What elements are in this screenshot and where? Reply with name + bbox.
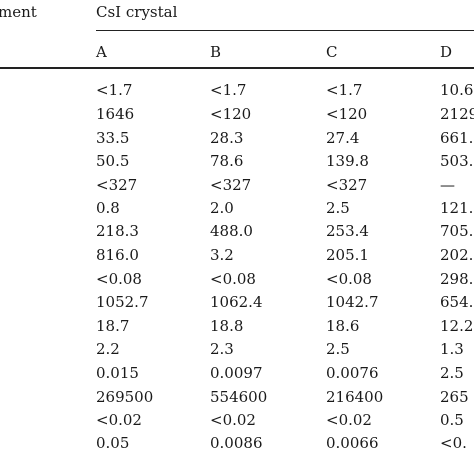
cell-b: 0.0086 [210, 434, 263, 452]
cell-b: 28.3 [210, 129, 244, 147]
cell-d: — [440, 176, 455, 194]
column-header-d: D [440, 43, 453, 61]
cell-a: 1646 [96, 105, 135, 123]
cell-c: 139.8 [326, 152, 369, 170]
cell-d: 654. [440, 293, 474, 311]
cell-d: 1.3 [440, 340, 464, 358]
cell-a: 18.7 [96, 317, 130, 335]
group-header-rule [96, 30, 474, 31]
cell-a: 816.0 [96, 246, 139, 264]
cell-c: 18.6 [326, 317, 360, 335]
cell-a: <0.02 [96, 411, 142, 429]
cell-d: 12.2 [440, 317, 474, 335]
stub-column-header: ment [0, 3, 37, 21]
cell-d: 265 [440, 388, 469, 406]
cell-d: 705. [440, 222, 474, 240]
cell-d: 0.5 [440, 411, 464, 429]
cell-b: 3.2 [210, 246, 234, 264]
cell-c: 27.4 [326, 129, 360, 147]
cell-b: 78.6 [210, 152, 244, 170]
cell-a: 0.05 [96, 434, 130, 452]
cell-c: 2.5 [326, 199, 350, 217]
cell-a: <327 [96, 176, 138, 194]
cell-a: 218.3 [96, 222, 139, 240]
cell-a: 0.015 [96, 364, 139, 382]
header-bottom-rule [0, 67, 474, 69]
cell-a: 1052.7 [96, 293, 149, 311]
cell-a: 269500 [96, 388, 154, 406]
cell-a: 2.2 [96, 340, 120, 358]
cell-b: 2.0 [210, 199, 234, 217]
cell-b: <0.02 [210, 411, 256, 429]
cell-b: <1.7 [210, 81, 247, 99]
cell-c: 205.1 [326, 246, 369, 264]
cell-d: 121. [440, 199, 474, 217]
cell-b: 1062.4 [210, 293, 263, 311]
cell-d: <0. [440, 434, 467, 452]
cell-b: 488.0 [210, 222, 253, 240]
cell-b: 2.3 [210, 340, 234, 358]
cell-a: <0.08 [96, 270, 142, 288]
column-header-a: A [96, 43, 107, 61]
column-header-c: C [326, 43, 338, 61]
cell-c: 0.0066 [326, 434, 379, 452]
cell-d: 2129 [440, 105, 474, 123]
cell-c: 216400 [326, 388, 384, 406]
cell-b: 0.0097 [210, 364, 263, 382]
cell-a: 0.8 [96, 199, 120, 217]
cell-d: 298. [440, 270, 474, 288]
cell-b: <0.08 [210, 270, 256, 288]
cell-a: 50.5 [96, 152, 130, 170]
cell-c: 2.5 [326, 340, 350, 358]
group-header-csi-crystal: CsI crystal [96, 3, 178, 21]
cell-b: 554600 [210, 388, 268, 406]
cell-d: 202. [440, 246, 474, 264]
cell-d: 2.5 [440, 364, 464, 382]
cell-a: 33.5 [96, 129, 130, 147]
cell-c: <1.7 [326, 81, 363, 99]
column-header-b: B [210, 43, 222, 61]
cell-c: <0.08 [326, 270, 372, 288]
cell-a: <1.7 [96, 81, 133, 99]
cell-d: 661. [440, 129, 474, 147]
cell-d: 10.6 [440, 81, 474, 99]
cell-c: <0.02 [326, 411, 372, 429]
cell-c: <120 [326, 105, 368, 123]
cell-c: 0.0076 [326, 364, 379, 382]
cell-b: <327 [210, 176, 252, 194]
cell-b: <120 [210, 105, 252, 123]
cell-c: 1042.7 [326, 293, 379, 311]
cell-c: 253.4 [326, 222, 369, 240]
cell-b: 18.8 [210, 317, 244, 335]
cell-c: <327 [326, 176, 368, 194]
cell-d: 503. [440, 152, 474, 170]
